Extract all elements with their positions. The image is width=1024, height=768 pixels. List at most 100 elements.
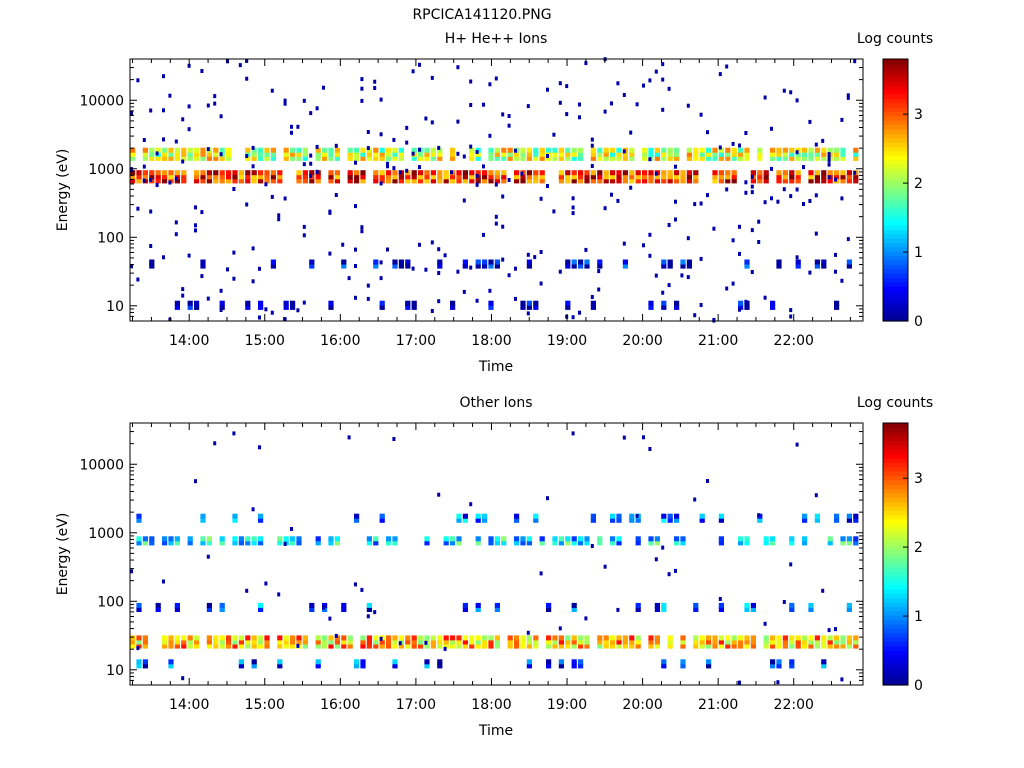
heatmap-cell [232, 170, 238, 176]
heatmap-cell [386, 170, 392, 176]
heatmap-cell [763, 174, 769, 180]
heatmap-cell [475, 602, 481, 608]
heatmap-cell [738, 307, 741, 312]
heatmap-cell [469, 639, 475, 645]
heatmap-cell [763, 170, 769, 176]
heatmap-cell [232, 639, 238, 645]
heatmap-cell [674, 164, 677, 169]
heatmap-cell [610, 147, 616, 153]
heatmap-cell [501, 540, 507, 546]
heatmap-cell [392, 166, 396, 171]
heatmap-cell [149, 263, 155, 269]
heatmap-cell [616, 198, 620, 203]
heatmap-cell [181, 639, 187, 645]
heatmap-cell [136, 174, 142, 180]
colorbar-segment [883, 141, 908, 147]
heatmap-cell [629, 178, 635, 184]
heatmap-cell [405, 643, 411, 649]
heatmap-cell [443, 178, 449, 184]
heatmap-cell [411, 155, 417, 161]
heatmap-cell [277, 178, 283, 184]
heatmap-cell [699, 147, 705, 153]
heatmap-cell [558, 174, 564, 180]
heatmap-cell [168, 536, 174, 542]
heatmap-cell [174, 643, 180, 649]
heatmap-cell [475, 639, 481, 645]
heatmap-cell [181, 643, 187, 649]
heatmap-cell [290, 124, 293, 129]
heatmap-cell [750, 635, 756, 641]
colorbar-tick-label: 2 [914, 540, 923, 556]
heatmap-cell [142, 178, 146, 183]
heatmap-cell [430, 309, 434, 313]
heatmap-cell [328, 536, 334, 542]
colorbar-segment [883, 238, 908, 243]
heatmap-cell [853, 513, 859, 519]
colorbar-segment [883, 623, 908, 629]
x-axis-label: Time [478, 359, 513, 375]
heatmap-cell [162, 643, 168, 649]
heatmap-cell [418, 178, 424, 184]
colorbar-segment [883, 423, 908, 428]
colorbar-segment [883, 497, 908, 503]
colorbar-segment [883, 159, 908, 165]
heatmap-cell [782, 174, 788, 180]
heatmap-cell [238, 63, 242, 68]
heatmap-cell [654, 171, 658, 176]
heatmap-cell [539, 147, 545, 153]
heatmap-cell [418, 170, 424, 176]
colorbar-segment [883, 102, 908, 108]
heatmap-cell [590, 174, 596, 180]
heatmap-cell [853, 517, 859, 523]
heatmap-cell [194, 228, 197, 233]
heatmap-cell [194, 479, 197, 484]
heatmap-cell [533, 151, 539, 157]
colorbar-segment [883, 680, 908, 686]
heatmap-cell [821, 643, 827, 649]
heatmap-cell [469, 144, 473, 149]
heatmap-cell [821, 178, 827, 184]
heatmap-cell [693, 202, 697, 207]
heatmap-cell [136, 602, 142, 608]
colorbar-segment [883, 488, 908, 494]
heatmap-cell [475, 536, 481, 542]
heatmap-cell [232, 540, 238, 546]
heatmap-cell [744, 147, 750, 153]
heatmap-cell [706, 659, 712, 665]
heatmap-cell [834, 151, 840, 157]
heatmap-cell [533, 155, 539, 161]
heatmap-cell [245, 588, 249, 593]
heatmap-cell [302, 639, 308, 645]
colorbar-segment [883, 128, 908, 134]
heatmap-cell [302, 147, 308, 153]
heatmap-cell [328, 616, 332, 621]
heatmap-cell [846, 259, 852, 265]
x-axis-label: Time [478, 723, 513, 739]
heatmap-cell [187, 304, 193, 310]
heatmap-cell [661, 304, 667, 310]
heatmap-cell [654, 643, 660, 649]
heatmap-cell [731, 155, 737, 161]
heatmap-cell [648, 536, 654, 542]
heatmap-cell [430, 120, 434, 125]
heatmap-cell [840, 170, 846, 176]
heatmap-cell [283, 304, 289, 310]
heatmap-cell [571, 602, 577, 608]
heatmap-cell [546, 659, 552, 665]
heatmap-cell [162, 540, 168, 546]
heatmap-cell [302, 155, 308, 161]
heatmap-cell [142, 174, 148, 180]
heatmap-cell [757, 155, 763, 161]
heatmap-cell [251, 246, 255, 251]
heatmap-cell [206, 147, 210, 152]
heatmap-cell [315, 144, 319, 149]
heatmap-cell [846, 536, 852, 542]
heatmap-cell [725, 178, 731, 184]
heatmap-cell [142, 639, 148, 645]
colorbar-segment [883, 203, 908, 209]
heatmap-cell [821, 639, 827, 645]
heatmap-cell [251, 659, 257, 665]
heatmap-cell [661, 290, 665, 295]
heatmap-cell [782, 151, 788, 157]
colorbar-segment [883, 211, 908, 217]
